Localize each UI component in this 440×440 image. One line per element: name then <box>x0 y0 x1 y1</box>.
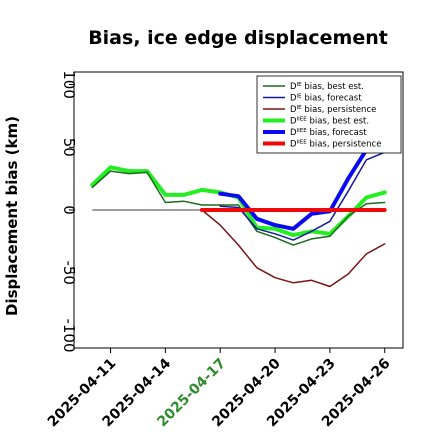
legend: DIE bias, best est. DIE bias, forecastDIE… <box>256 75 402 154</box>
y-tick-label: 0 <box>60 205 78 215</box>
legend-box <box>256 75 402 154</box>
legend-label: DIIEE bias, best est. <box>290 117 369 127</box>
y-axis-label: Displacement bias (km) <box>3 116 21 316</box>
legend-label: DIE bias, best est. <box>290 82 364 92</box>
legend-label: DIE bias, persistence <box>290 105 376 115</box>
plot-area <box>90 147 387 288</box>
series-line-2 <box>219 151 386 241</box>
chart-title: Bias, ice edge displacement <box>88 27 388 49</box>
series-line-5 <box>218 147 369 231</box>
legend-label: DIE bias, forecast <box>290 94 362 104</box>
y-tick-label: -100 <box>60 318 78 352</box>
legend-label: DIIEE bias, persistence <box>290 140 381 150</box>
y-tick-label: 100 <box>60 70 78 99</box>
legend-label: DIIEE bias, forecast <box>290 128 367 138</box>
y-tick-label: -50 <box>60 260 78 285</box>
series-line-3 <box>201 209 386 288</box>
y-tick-label: 50 <box>60 138 78 157</box>
series-line-1 <box>91 170 386 246</box>
